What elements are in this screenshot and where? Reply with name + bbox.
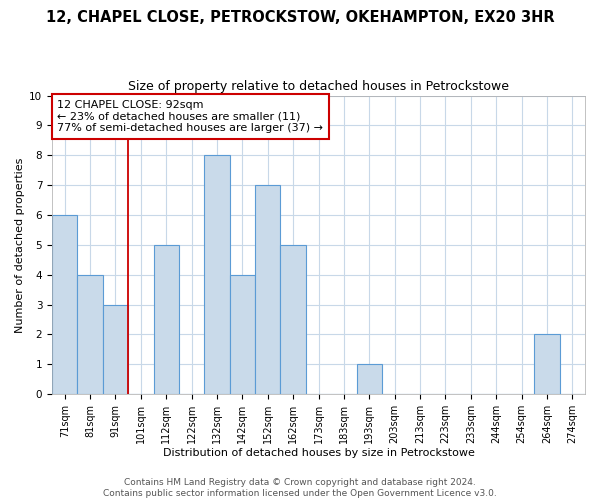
Title: Size of property relative to detached houses in Petrockstowe: Size of property relative to detached ho… [128, 80, 509, 93]
Bar [534, 334, 560, 394]
Bar [154, 245, 179, 394]
Bar [77, 275, 103, 394]
Bar [255, 185, 280, 394]
Bar [356, 364, 382, 394]
Text: Contains HM Land Registry data © Crown copyright and database right 2024.
Contai: Contains HM Land Registry data © Crown c… [103, 478, 497, 498]
Y-axis label: Number of detached properties: Number of detached properties [15, 157, 25, 332]
X-axis label: Distribution of detached houses by size in Petrockstowe: Distribution of detached houses by size … [163, 448, 475, 458]
Text: 12 CHAPEL CLOSE: 92sqm
← 23% of detached houses are smaller (11)
77% of semi-det: 12 CHAPEL CLOSE: 92sqm ← 23% of detached… [58, 100, 323, 133]
Text: 12, CHAPEL CLOSE, PETROCKSTOW, OKEHAMPTON, EX20 3HR: 12, CHAPEL CLOSE, PETROCKSTOW, OKEHAMPTO… [46, 10, 554, 25]
Bar [230, 275, 255, 394]
Bar [204, 156, 230, 394]
Bar [52, 215, 77, 394]
Bar [103, 304, 128, 394]
Bar [280, 245, 306, 394]
